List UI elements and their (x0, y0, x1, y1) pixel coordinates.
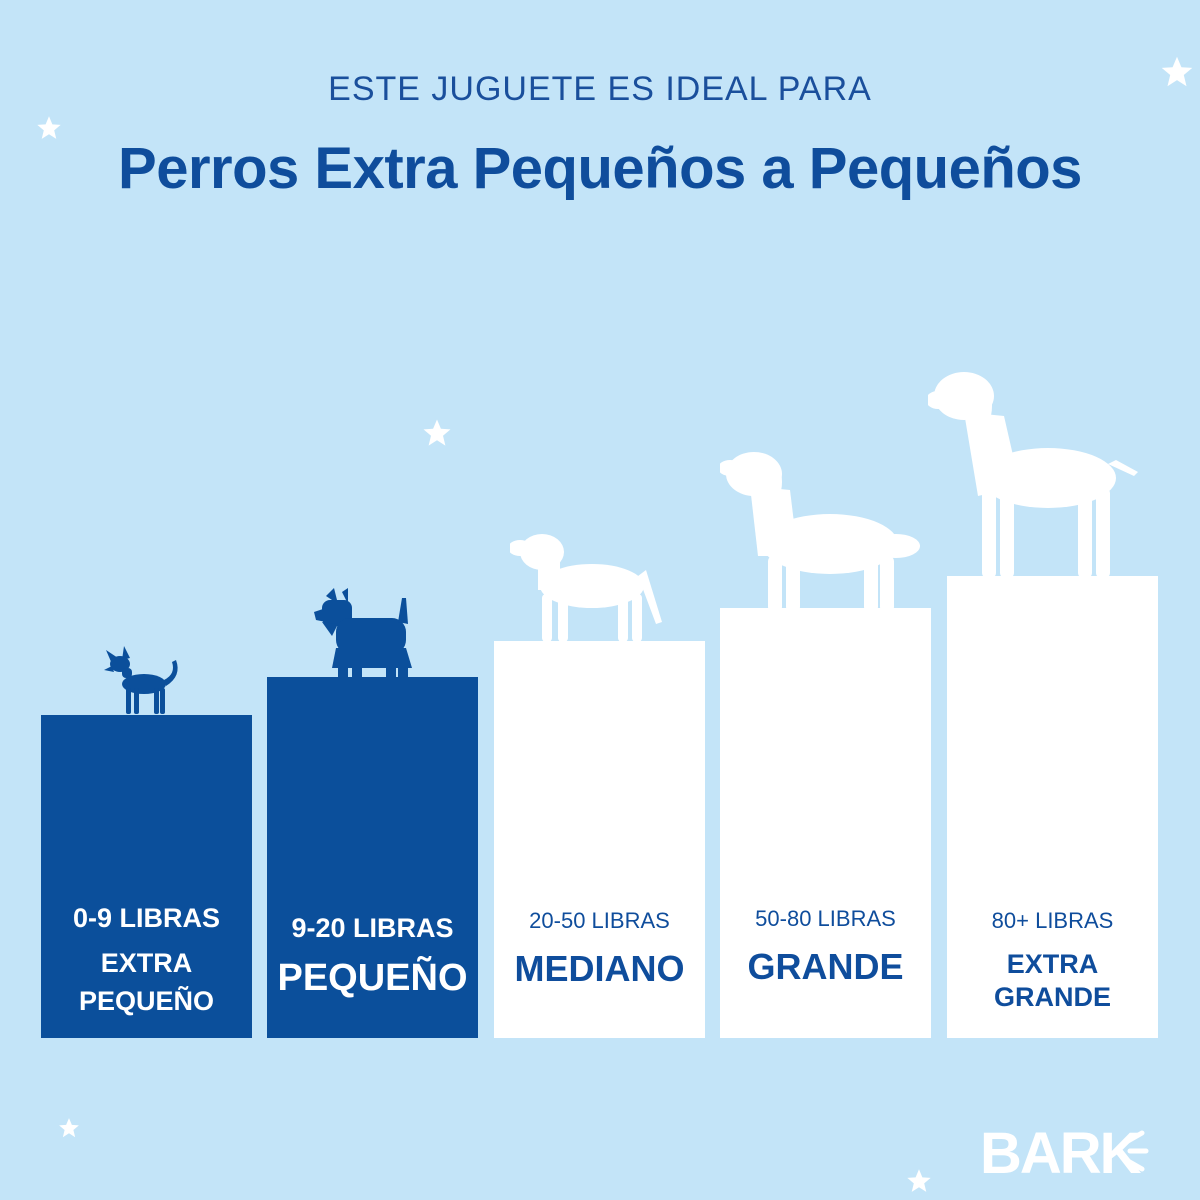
size-label: GRANDE (747, 945, 904, 987)
size-bar-extra-small: 0-9 LIBRAS EXTRA PEQUEÑO (41, 715, 252, 1038)
star-icon (423, 419, 451, 446)
size-bar-large: 50-80 LIBRAS GRANDE (720, 608, 931, 1038)
weight-label: 9-20 LIBRAS (291, 913, 454, 944)
size-label: EXTRA GRANDE (993, 949, 1111, 1012)
star-icon (59, 1118, 79, 1138)
star-icon (1161, 56, 1193, 87)
subtitle: ESTE JUGUETE ES IDEAL PARA (328, 70, 872, 108)
star-icon (907, 1169, 931, 1192)
page-title: Perros Extra Pequeños a Pequeños (118, 136, 1082, 201)
weight-label: 50-80 LIBRAS (755, 906, 896, 932)
size-bar-small: 9-20 LIBRAS PEQUEÑO (267, 677, 478, 1038)
chihuahua-icon (104, 646, 178, 714)
star-icon (37, 116, 61, 139)
size-bar-extra-large: 80+ LIBRAS EXTRA GRANDE (947, 576, 1158, 1038)
size-bar-medium: 20-50 LIBRAS MEDIANO (494, 641, 705, 1038)
weight-label: 0-9 LIBRAS (72, 902, 221, 933)
large-dog-icon (720, 452, 920, 612)
size-label: PEQUEÑO (277, 957, 468, 1000)
weight-label: 20-50 LIBRAS (529, 908, 670, 934)
extra-large-dog-icon (928, 372, 1138, 578)
size-label: EXTRA PEQUEÑO (78, 948, 215, 1016)
scottish-terrier-icon (314, 588, 412, 680)
svg-text:BARK: BARK (980, 1121, 1142, 1185)
size-label: MEDIANO (514, 947, 685, 989)
medium-dog-icon (510, 534, 662, 642)
weight-label: 80+ LIBRAS (991, 907, 1114, 933)
bark-logo: BARK (980, 1121, 1149, 1185)
